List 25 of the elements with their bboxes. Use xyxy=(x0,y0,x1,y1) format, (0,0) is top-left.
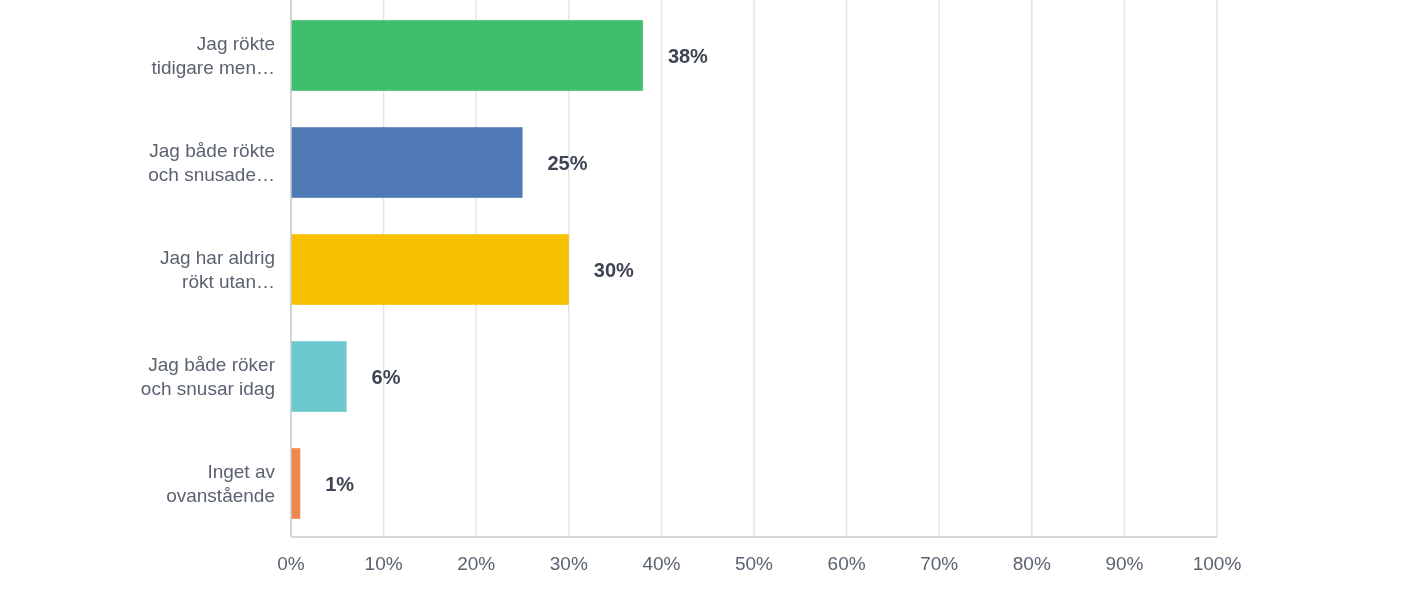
data-label: 30% xyxy=(593,258,635,281)
x-tick-label: 90% xyxy=(1105,553,1144,574)
x-tick-label: 80% xyxy=(1012,553,1051,574)
data-label: 25% xyxy=(547,151,588,174)
x-tick-label: 50% xyxy=(734,553,774,574)
bar xyxy=(291,234,569,305)
x-tick-label: 10% xyxy=(364,553,403,574)
y-tick-label: Jag har aldrig rökt utan… xyxy=(159,247,275,293)
y-tick-label: Jag rökte tidigare men… xyxy=(151,33,275,79)
x-tick-label: 70% xyxy=(920,553,959,574)
y-tick-label: Jag både rökte och snusade… xyxy=(148,140,275,186)
x-tick-label: 30% xyxy=(549,553,588,574)
data-label: 38% xyxy=(667,44,709,67)
bar xyxy=(291,341,347,412)
x-tick-label: 60% xyxy=(827,553,866,574)
bar xyxy=(291,20,643,91)
bar xyxy=(291,127,523,198)
x-tick-label: 20% xyxy=(457,553,496,574)
x-tick-label: 0% xyxy=(277,553,305,574)
y-tick-label: Jag både röker och snusar idag xyxy=(140,354,276,400)
x-tick-label: 100% xyxy=(1192,553,1242,574)
x-tick-label: 40% xyxy=(642,553,681,574)
data-label: 1% xyxy=(325,472,355,495)
data-label: 6% xyxy=(371,365,401,388)
y-tick-label: Inget av ovanstående xyxy=(166,461,276,507)
